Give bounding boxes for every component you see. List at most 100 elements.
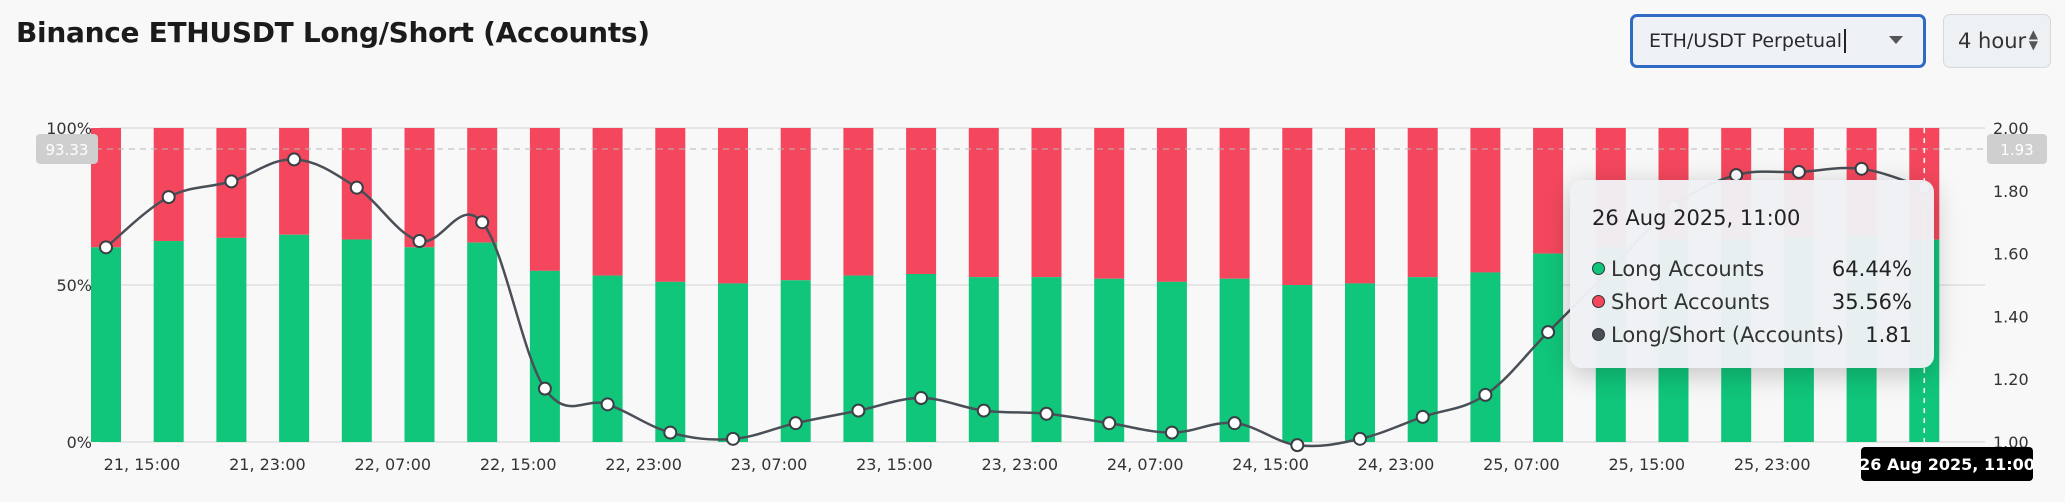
ratio-point <box>349 180 364 195</box>
ratio-point <box>1227 416 1242 431</box>
right-axis-tick: 1.20 <box>1993 370 2029 389</box>
crosshair-right-badge <box>1987 133 2047 164</box>
short-bar <box>655 128 686 282</box>
long-bar <box>91 247 121 442</box>
ratio-point <box>1102 416 1117 431</box>
x-axis-tick: 25, 07:00 <box>1483 455 1560 474</box>
long-bar <box>341 239 372 442</box>
x-axis-tick: 22, 07:00 <box>354 455 431 474</box>
interval-select-value: 4 hour <box>1958 29 2027 53</box>
short-bar <box>279 128 310 235</box>
long-bar <box>279 234 310 442</box>
x-axis-tick: 25, 15:00 <box>1608 455 1685 474</box>
x-axis-tick: 23, 07:00 <box>731 455 808 474</box>
right-axis-tick: 2.00 <box>1993 119 2029 138</box>
ratio-point <box>99 240 113 255</box>
long-bar <box>404 247 435 442</box>
x-axis-tick: 24, 23:00 <box>1358 455 1435 474</box>
short-bar <box>1031 128 1062 278</box>
ratio-point <box>287 152 302 167</box>
x-axis-tick: 21, 15:00 <box>104 455 181 474</box>
x-axis-tick: 25, 23:00 <box>1734 455 1811 474</box>
long-bar <box>1156 281 1187 442</box>
short-bar <box>1533 128 1564 254</box>
short-bar <box>1156 128 1187 282</box>
short-bar <box>1345 128 1375 284</box>
long-bar <box>1533 253 1564 442</box>
ratio-point <box>475 215 490 230</box>
page-title: Binance ETHUSDT Long/Short (Accounts) <box>16 16 650 49</box>
long-bar <box>1282 285 1313 442</box>
long-bar <box>718 283 748 442</box>
ratio-point <box>412 234 427 249</box>
long-bar <box>1094 278 1125 442</box>
left-axis-tick: 0% <box>67 433 92 452</box>
ratio-point <box>1353 431 1367 446</box>
short-bar <box>153 128 184 242</box>
right-axis-tick: 1.60 <box>1993 245 2029 264</box>
long-bar <box>529 270 560 442</box>
short-bar <box>780 128 811 281</box>
long-bar <box>1219 278 1250 442</box>
ratio-point <box>914 391 929 406</box>
crosshair-x-badge <box>1861 447 2033 481</box>
ratio-point <box>976 403 991 418</box>
short-bar <box>968 128 999 278</box>
long-bar <box>467 242 498 442</box>
crosshair-right-value: 1.93 <box>2000 141 2033 159</box>
short-bar <box>843 128 874 276</box>
symbol-select-value: ETH/USDT Perpetual <box>1649 30 1842 52</box>
tooltip-row-long: Long Accounts 64.44% <box>1592 252 1912 285</box>
tooltip-row-value: 64.44% <box>1831 256 1912 281</box>
long-bar <box>906 274 937 442</box>
ratio-point <box>663 425 678 440</box>
short-legend-dot <box>1592 295 1605 308</box>
short-bar <box>718 128 748 284</box>
ratio-point <box>1791 164 1806 179</box>
ratio-point <box>1478 387 1493 402</box>
interval-select[interactable]: 4 hour ▲ ▼ <box>1943 14 2051 68</box>
ratio-point <box>224 174 239 189</box>
long-bar <box>1470 272 1501 442</box>
long-bar <box>655 281 686 442</box>
long-bar <box>592 275 623 442</box>
short-bar <box>1219 128 1250 279</box>
tooltip-row-name: Long Accounts <box>1611 256 1765 281</box>
short-bar <box>906 128 937 275</box>
left-axis-tick: 100% <box>46 119 92 138</box>
symbol-select[interactable]: ETH/USDT Perpetual <box>1630 14 1926 68</box>
long-bar <box>780 280 811 442</box>
tooltip-row-value: 35.56% <box>1831 289 1912 314</box>
ratio-legend-dot <box>1592 328 1605 341</box>
ratio-point <box>726 431 740 446</box>
short-bar <box>1094 128 1125 279</box>
ratio-point <box>1039 406 1054 421</box>
tooltip-row-name: Long/Short (Accounts) <box>1611 322 1845 347</box>
ratio-point <box>788 416 803 431</box>
ratio-point <box>1290 438 1305 453</box>
long-legend-dot <box>1592 262 1605 275</box>
crosshair-left-badge <box>36 133 98 164</box>
short-bar <box>1282 128 1313 285</box>
x-axis-tick: 22, 23:00 <box>605 455 682 474</box>
right-axis-tick: 1.80 <box>1993 182 2029 201</box>
text-cursor <box>1844 29 1846 53</box>
long-bar <box>1345 283 1375 442</box>
long-bar <box>216 237 247 442</box>
crosshair-x-label: 26 Aug 2025, 11:00 <box>1859 455 2035 474</box>
ratio-point <box>1541 325 1556 340</box>
ratio-point <box>851 403 866 418</box>
ratio-point <box>1164 425 1179 440</box>
short-bar <box>1470 128 1501 273</box>
x-axis-tick: 24, 07:00 <box>1107 455 1184 474</box>
ratio-point <box>1854 161 1869 176</box>
x-axis-tick: 22, 15:00 <box>480 455 557 474</box>
chevron-down-icon <box>1889 36 1903 44</box>
up-down-arrows-icon: ▲ ▼ <box>2028 27 2038 52</box>
tooltip-row-short: Short Accounts 35.56% <box>1592 285 1912 318</box>
x-axis-tick: 24, 15:00 <box>1232 455 1309 474</box>
tooltip-row-ratio: Long/Short (Accounts) 1.81 <box>1592 318 1912 351</box>
short-bar <box>529 128 560 271</box>
crosshair-left-value: 93.33 <box>46 141 89 159</box>
left-axis-tick: 50% <box>56 276 92 295</box>
